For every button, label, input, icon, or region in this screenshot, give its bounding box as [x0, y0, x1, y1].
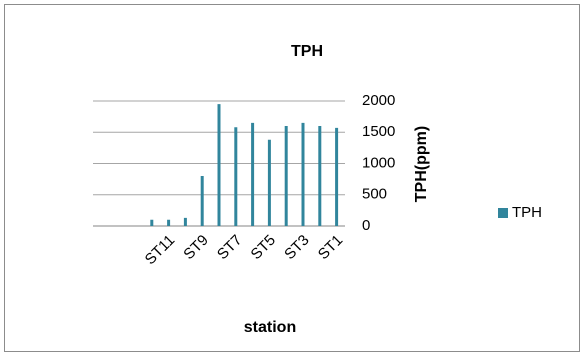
- bar: [183, 217, 187, 226]
- y-tick-label: 2000: [362, 92, 395, 109]
- bar: [251, 122, 255, 226]
- y-tick-label: 1500: [362, 123, 395, 140]
- bar: [234, 127, 238, 226]
- legend-swatch: [498, 208, 508, 218]
- y-tick-label: 500: [362, 186, 387, 203]
- bar: [318, 126, 322, 226]
- bar: [284, 126, 288, 226]
- bar: [335, 127, 339, 226]
- y-tick-label: 0: [362, 217, 370, 234]
- bar: [267, 139, 271, 226]
- bar: [301, 122, 305, 226]
- chart-title: TPH: [291, 43, 323, 60]
- y-axis-title: TPH(ppm): [413, 126, 430, 202]
- legend-label: TPH: [512, 204, 542, 221]
- bar: [217, 104, 221, 226]
- chart-border: [4, 4, 580, 352]
- bar: [150, 219, 154, 226]
- x-axis-title: station: [244, 319, 296, 336]
- bar: [167, 219, 171, 226]
- y-tick-label: 1000: [362, 154, 395, 171]
- bar: [200, 176, 204, 226]
